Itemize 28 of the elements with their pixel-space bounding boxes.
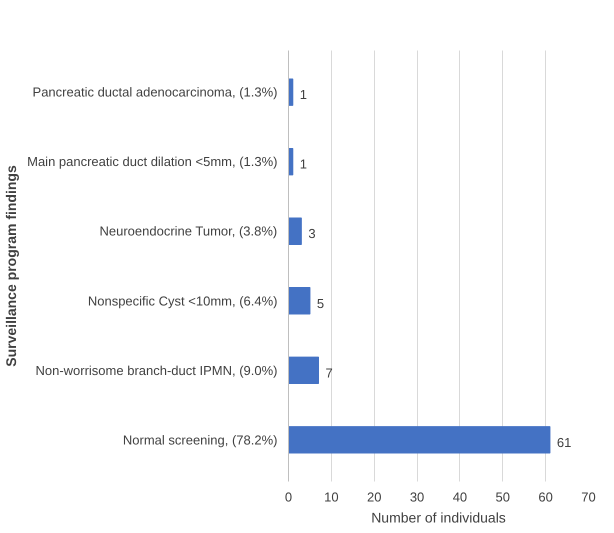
data-label: 5 (316, 296, 324, 311)
bar (288, 78, 294, 106)
x-tick-label: 60 (538, 490, 553, 504)
x-axis-title: Number of individuals (371, 510, 506, 526)
data-label: 1 (300, 87, 308, 102)
bar (288, 218, 302, 245)
x-tick-label: 30 (410, 490, 424, 504)
y-tick-label: Main pancreatic duct dilation <5mm, (1.3%) (27, 154, 278, 170)
bar (288, 426, 550, 454)
x-tick-label: 20 (366, 490, 382, 504)
data-label: 7 (326, 365, 333, 380)
x-tick-label: 10 (324, 490, 339, 504)
y-tick-label: Pancreatic ductal adenocarcinoma, (1.3%) (32, 84, 278, 100)
data-label: 61 (556, 434, 572, 450)
x-tick-label: 40 (452, 490, 468, 504)
y-tick-label: Non-worrisome branch-duct IPMN, (9.0%) (35, 362, 278, 378)
y-tick-label: Normal screening, (78.2%) (122, 432, 278, 448)
x-tick-label: 50 (496, 490, 510, 504)
bar (288, 356, 319, 384)
bar (288, 148, 294, 176)
y-axis-title: Surveillance program findings (3, 165, 20, 367)
y-tick-label: Nonspecific Cyst <10mm, (6.4%) (88, 293, 278, 308)
x-tick-label: 0 (284, 490, 292, 504)
bar (288, 287, 310, 314)
y-tick-label: Neuroendocrine Tumor, (3.8%) (100, 224, 278, 239)
data-label: 3 (308, 226, 316, 242)
x-tick-label: 70 (581, 490, 596, 504)
data-label: 1 (300, 156, 308, 172)
